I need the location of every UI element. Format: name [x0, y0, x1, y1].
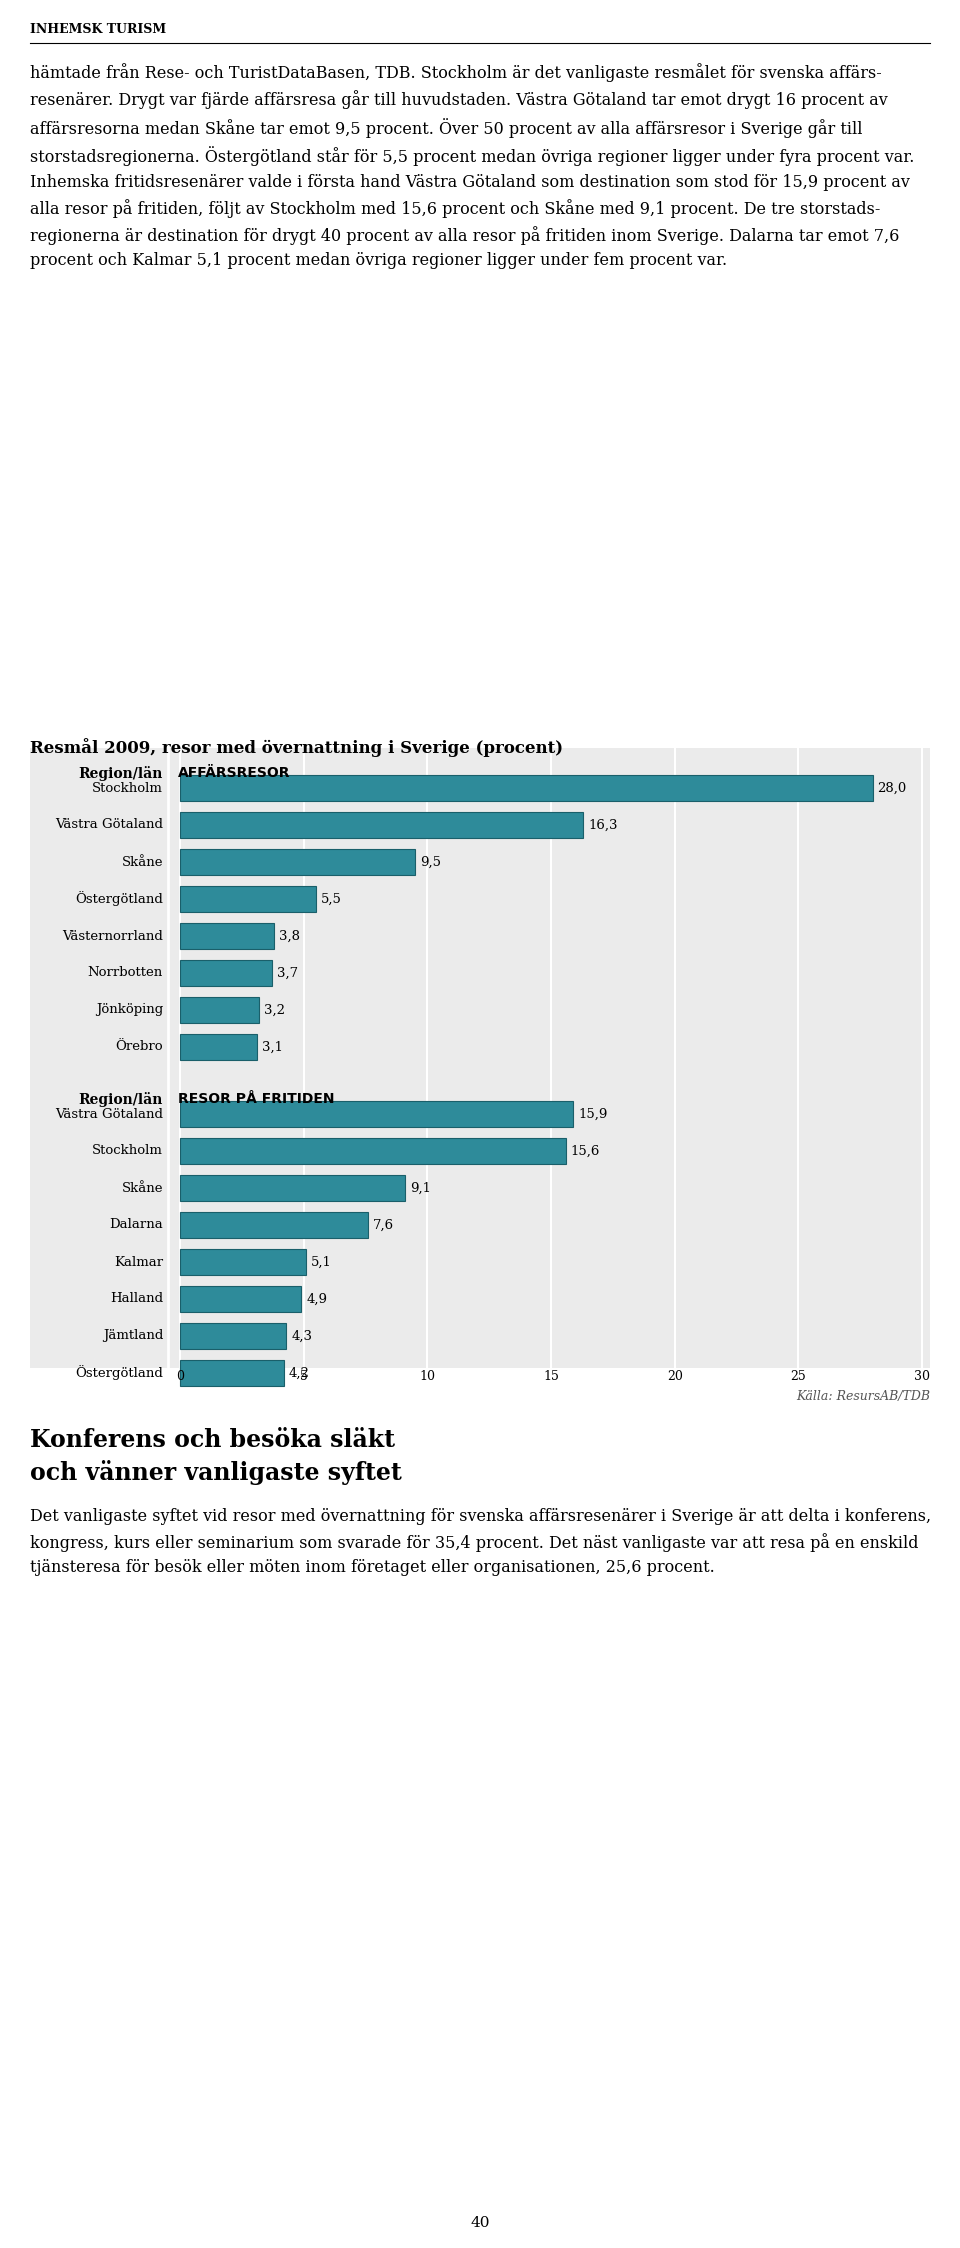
Text: 15,6: 15,6 [571, 1144, 600, 1158]
Text: hämtade från Rese- och TuristDataBasen, TDB. Stockholm är det vanligaste resmåle: hämtade från Rese- och TuristDataBasen, … [30, 63, 914, 270]
Text: 5: 5 [300, 1369, 307, 1383]
Text: 20: 20 [667, 1369, 683, 1383]
Bar [180, 1102, 573, 1126]
Bar [180, 812, 583, 839]
Text: 25: 25 [790, 1369, 806, 1383]
Bar [180, 850, 415, 874]
Text: 0: 0 [176, 1369, 184, 1383]
Text: Halland: Halland [109, 1293, 163, 1306]
Bar [180, 1250, 306, 1275]
Text: 9,1: 9,1 [410, 1182, 431, 1194]
Text: Östergötland: Östergötland [75, 1365, 163, 1380]
Text: 3,8: 3,8 [279, 928, 300, 942]
Text: 3,2: 3,2 [264, 1003, 285, 1016]
Text: 3,1: 3,1 [262, 1041, 282, 1054]
Text: RESOR PÅ FRITIDEN: RESOR PÅ FRITIDEN [178, 1093, 334, 1106]
Bar [180, 1137, 565, 1164]
Text: INHEMSK TURISM: INHEMSK TURISM [30, 22, 166, 36]
Text: 9,5: 9,5 [420, 856, 441, 868]
Bar [180, 1360, 284, 1387]
Text: 5,1: 5,1 [311, 1254, 332, 1268]
Text: 3,7: 3,7 [276, 967, 298, 980]
Text: Resmål 2009, resor med övernattning i Sverige (procent): Resmål 2009, resor med övernattning i Sv… [30, 737, 564, 758]
Text: 40: 40 [470, 2217, 490, 2230]
Text: Dalarna: Dalarna [109, 1218, 163, 1232]
Bar [180, 776, 873, 800]
Text: Jämtland: Jämtland [103, 1329, 163, 1342]
Text: 5,5: 5,5 [321, 892, 342, 906]
Text: 4,9: 4,9 [306, 1293, 327, 1306]
Text: Region/län: Region/län [79, 1093, 163, 1106]
Text: Region/län: Region/län [79, 767, 163, 780]
Bar [180, 924, 274, 949]
Text: 15,9: 15,9 [578, 1108, 608, 1120]
Text: 28,0: 28,0 [877, 782, 907, 794]
Bar [180, 1034, 256, 1061]
Bar [180, 998, 259, 1023]
Text: Skåne: Skåne [122, 856, 163, 868]
Text: Stockholm: Stockholm [92, 782, 163, 794]
Text: Östergötland: Östergötland [75, 892, 163, 906]
Text: Stockholm: Stockholm [92, 1144, 163, 1158]
Text: Örebro: Örebro [115, 1041, 163, 1054]
Text: Västra Götaland: Västra Götaland [55, 818, 163, 832]
Text: 4,3: 4,3 [291, 1329, 312, 1342]
Text: Källa: ResursAB/TDB: Källa: ResursAB/TDB [796, 1389, 930, 1403]
Text: 15: 15 [543, 1369, 559, 1383]
Text: AFFÄRSRESOR: AFFÄRSRESOR [178, 767, 291, 780]
Text: Norrbotten: Norrbotten [87, 967, 163, 980]
Bar [180, 1212, 368, 1239]
Text: Västernorrland: Västernorrland [62, 928, 163, 942]
Text: Skåne: Skåne [122, 1182, 163, 1194]
Text: 4,2: 4,2 [289, 1367, 310, 1380]
Text: Västra Götaland: Västra Götaland [55, 1108, 163, 1120]
Text: 16,3: 16,3 [588, 818, 617, 832]
Text: Kalmar: Kalmar [114, 1254, 163, 1268]
Bar [180, 886, 316, 913]
Text: 7,6: 7,6 [373, 1218, 395, 1232]
Text: Jönköping: Jönköping [96, 1003, 163, 1016]
Bar [30, 749, 930, 1369]
Text: Det vanligaste syftet vid resor med övernattning för svenska affärsresenärer i S: Det vanligaste syftet vid resor med över… [30, 1508, 931, 1576]
Bar [180, 1286, 301, 1313]
Bar [180, 1176, 405, 1200]
Text: Konferens och besöka släkt: Konferens och besöka släkt [30, 1427, 395, 1452]
Bar [180, 960, 272, 987]
Text: och vänner vanligaste syftet: och vänner vanligaste syftet [30, 1459, 401, 1486]
Text: 10: 10 [420, 1369, 435, 1383]
Bar [180, 1324, 286, 1349]
Text: 30: 30 [914, 1369, 930, 1383]
